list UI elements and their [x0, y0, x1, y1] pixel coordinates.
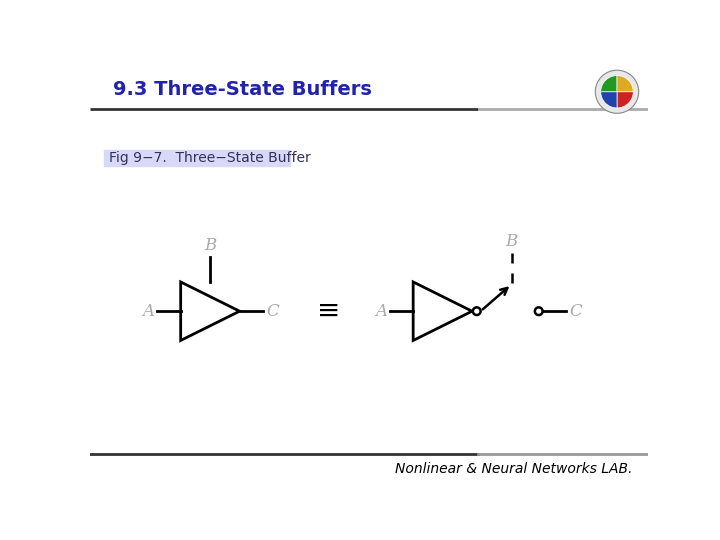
- Text: A: A: [375, 303, 387, 320]
- Text: ≡: ≡: [317, 298, 341, 325]
- Wedge shape: [600, 92, 617, 108]
- Text: A: A: [143, 303, 154, 320]
- Text: Fig 9−7.  Three−State Buffer: Fig 9−7. Three−State Buffer: [109, 151, 310, 165]
- Text: C: C: [266, 303, 279, 320]
- Circle shape: [535, 307, 543, 315]
- Wedge shape: [617, 92, 634, 108]
- Text: 9.3 Three-State Buffers: 9.3 Three-State Buffers: [113, 80, 372, 99]
- Text: B: B: [505, 233, 518, 251]
- Text: B: B: [204, 237, 216, 254]
- Circle shape: [595, 70, 639, 113]
- Text: C: C: [569, 303, 582, 320]
- Wedge shape: [617, 76, 634, 92]
- FancyBboxPatch shape: [104, 150, 290, 166]
- Text: Nonlinear & Neural Networks LAB.: Nonlinear & Neural Networks LAB.: [395, 462, 632, 476]
- Circle shape: [473, 307, 481, 315]
- Wedge shape: [600, 76, 617, 92]
